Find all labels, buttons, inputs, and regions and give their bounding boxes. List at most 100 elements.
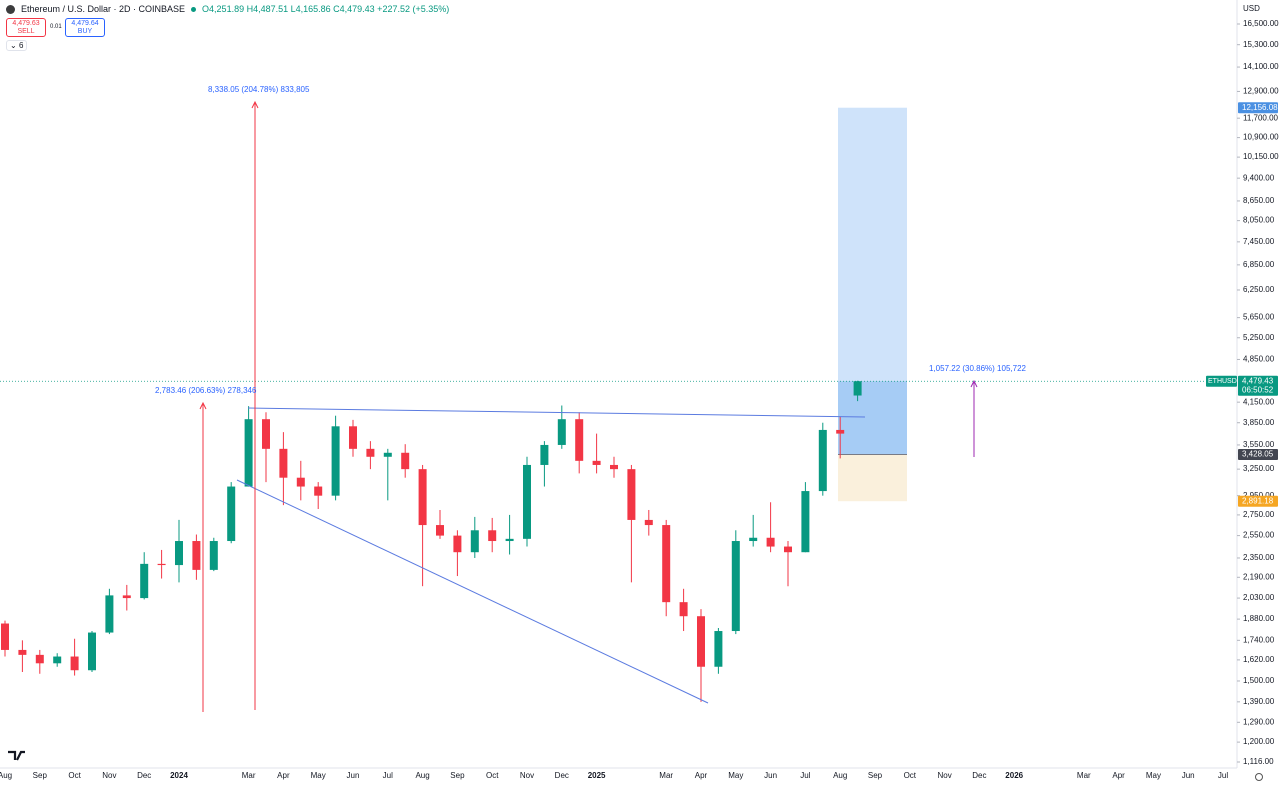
price-label: 2,891.18: [1242, 496, 1274, 505]
x-tick-label: Oct: [486, 771, 499, 780]
candle-body: [262, 419, 270, 449]
trendline: [247, 407, 866, 418]
candle-body: [53, 656, 62, 664]
y-tick-label: 14,100.00: [1243, 62, 1279, 71]
y-tick-label: 8,050.00: [1243, 216, 1275, 225]
x-tick-label: May: [1146, 771, 1161, 780]
spread: 0.01: [50, 24, 62, 30]
candle-body: [35, 654, 44, 664]
candle-body: [279, 448, 288, 478]
x-tick-label: Dec: [972, 771, 986, 780]
x-tick-label: Jun: [347, 771, 360, 780]
x-tick-label: Sep: [33, 771, 48, 780]
x-tick-label: Apr: [695, 771, 708, 780]
header: Ethereum / U.S. Dollar · 2D · COINBASE O…: [6, 4, 449, 14]
x-tick-label: Aug: [0, 771, 12, 780]
indicators-toggle[interactable]: ⌄ 6: [6, 40, 28, 51]
x-tick-label: Nov: [937, 771, 951, 780]
y-tick-label: 12,900.00: [1243, 87, 1279, 96]
y-tick-label: 2,750.00: [1243, 510, 1275, 519]
x-tick-label: Oct: [68, 771, 81, 780]
candle-body: [505, 538, 514, 542]
sell-button[interactable]: 4,479.63 SELL: [6, 18, 46, 37]
drawings: 8,338.05 (204.78%) 833,805 2,783.46 (206…: [155, 85, 1027, 712]
x-tick-label: Aug: [833, 771, 847, 780]
candle-body: [314, 486, 323, 496]
price-label-bg: [1238, 495, 1278, 507]
sell-label: SELL: [17, 28, 35, 35]
x-tick-label: Jul: [383, 771, 393, 780]
candle-body: [244, 419, 253, 487]
candle-body: [662, 525, 671, 603]
y-tick-label: 10,150.00: [1243, 152, 1279, 161]
candle-body: [644, 519, 653, 526]
price-label: 4,479.43: [1242, 376, 1274, 385]
candle-body: [470, 530, 479, 553]
settings-icon[interactable]: [1255, 773, 1263, 781]
y-tick-label: 1,390.00: [1243, 697, 1275, 706]
y-tick-label: 1,200.00: [1243, 737, 1275, 746]
arrow-head: [251, 100, 259, 109]
y-tick-label: 1,500.00: [1243, 676, 1275, 685]
y-tick-label: 2,030.00: [1243, 593, 1275, 602]
candle-body: [627, 469, 636, 520]
price-label: 12,156.08: [1242, 103, 1278, 112]
y-tick-label: 10,900.00: [1243, 133, 1279, 142]
candle-body: [192, 541, 201, 570]
candle-body: [818, 429, 827, 492]
x-tick-label: Aug: [415, 771, 429, 780]
candle-body: [349, 426, 357, 449]
y-tick-label: 2,350.00: [1243, 553, 1275, 562]
candle-body: [610, 464, 618, 470]
x-tick-label: Jun: [764, 771, 777, 780]
x-tick-label: Dec: [137, 771, 151, 780]
x-tick-label: Dec: [555, 771, 569, 780]
candle-body: [383, 452, 392, 457]
candle-body: [157, 563, 166, 566]
y-tick-label: 1,880.00: [1243, 614, 1275, 623]
candle-body: [453, 535, 462, 553]
price-label: 3,428.05: [1242, 450, 1274, 459]
y-tick-label: 2,550.00: [1243, 531, 1275, 540]
y-tick-label: 3,550.00: [1243, 440, 1275, 449]
candle-body: [105, 595, 114, 633]
x-tick-label: Mar: [1077, 771, 1091, 780]
x-tick-label: Jul: [800, 771, 810, 780]
sell-price: 4,479.63: [12, 20, 40, 27]
tv-logo: [8, 750, 25, 761]
x-tick-label: 2025: [588, 771, 606, 780]
y-tick-label: 4,150.00: [1243, 397, 1275, 406]
candle-body: [766, 537, 775, 547]
y-tick-label: 5,250.00: [1243, 333, 1275, 342]
buy-label: BUY: [77, 28, 93, 35]
candle-body: [122, 595, 131, 599]
y-tick-label: 2,950.00: [1243, 491, 1275, 500]
candle-body: [836, 429, 845, 434]
x-tick-label: May: [728, 771, 743, 780]
buy-button[interactable]: 4,479.64 BUY: [65, 18, 105, 37]
candle-body: [557, 419, 566, 445]
x-tick-label: Jul: [1218, 771, 1228, 780]
x-tick-label: Sep: [450, 771, 465, 780]
y-tick-label: 2,190.00: [1243, 572, 1275, 581]
y-tick-label: 6,250.00: [1243, 285, 1275, 294]
symbol-tag: ETHUSD: [1208, 378, 1237, 385]
candle-body: [575, 419, 584, 461]
measure-label: 2,783.46 (206.63%) 278,346: [155, 386, 257, 395]
symbol-icon: [6, 4, 15, 14]
x-tick-label: Oct: [904, 771, 917, 780]
x-tick-label: Sep: [868, 771, 883, 780]
candle-body: [366, 448, 375, 457]
y-tick-label: 6,850.00: [1243, 260, 1275, 269]
y-tick-label: 5,650.00: [1243, 313, 1275, 322]
candle-body: [18, 649, 27, 655]
measure-label: 8,338.05 (204.78%) 833,805: [208, 85, 310, 94]
buy-price: 4,479.64: [71, 20, 99, 27]
candle-body: [697, 616, 705, 667]
x-tick-label: 2026: [1005, 771, 1023, 780]
candle-body: [140, 563, 149, 599]
arrow-head: [199, 401, 207, 410]
candle-body: [523, 464, 531, 539]
indicator-count: 6: [18, 41, 24, 50]
candle-body: [418, 469, 427, 526]
